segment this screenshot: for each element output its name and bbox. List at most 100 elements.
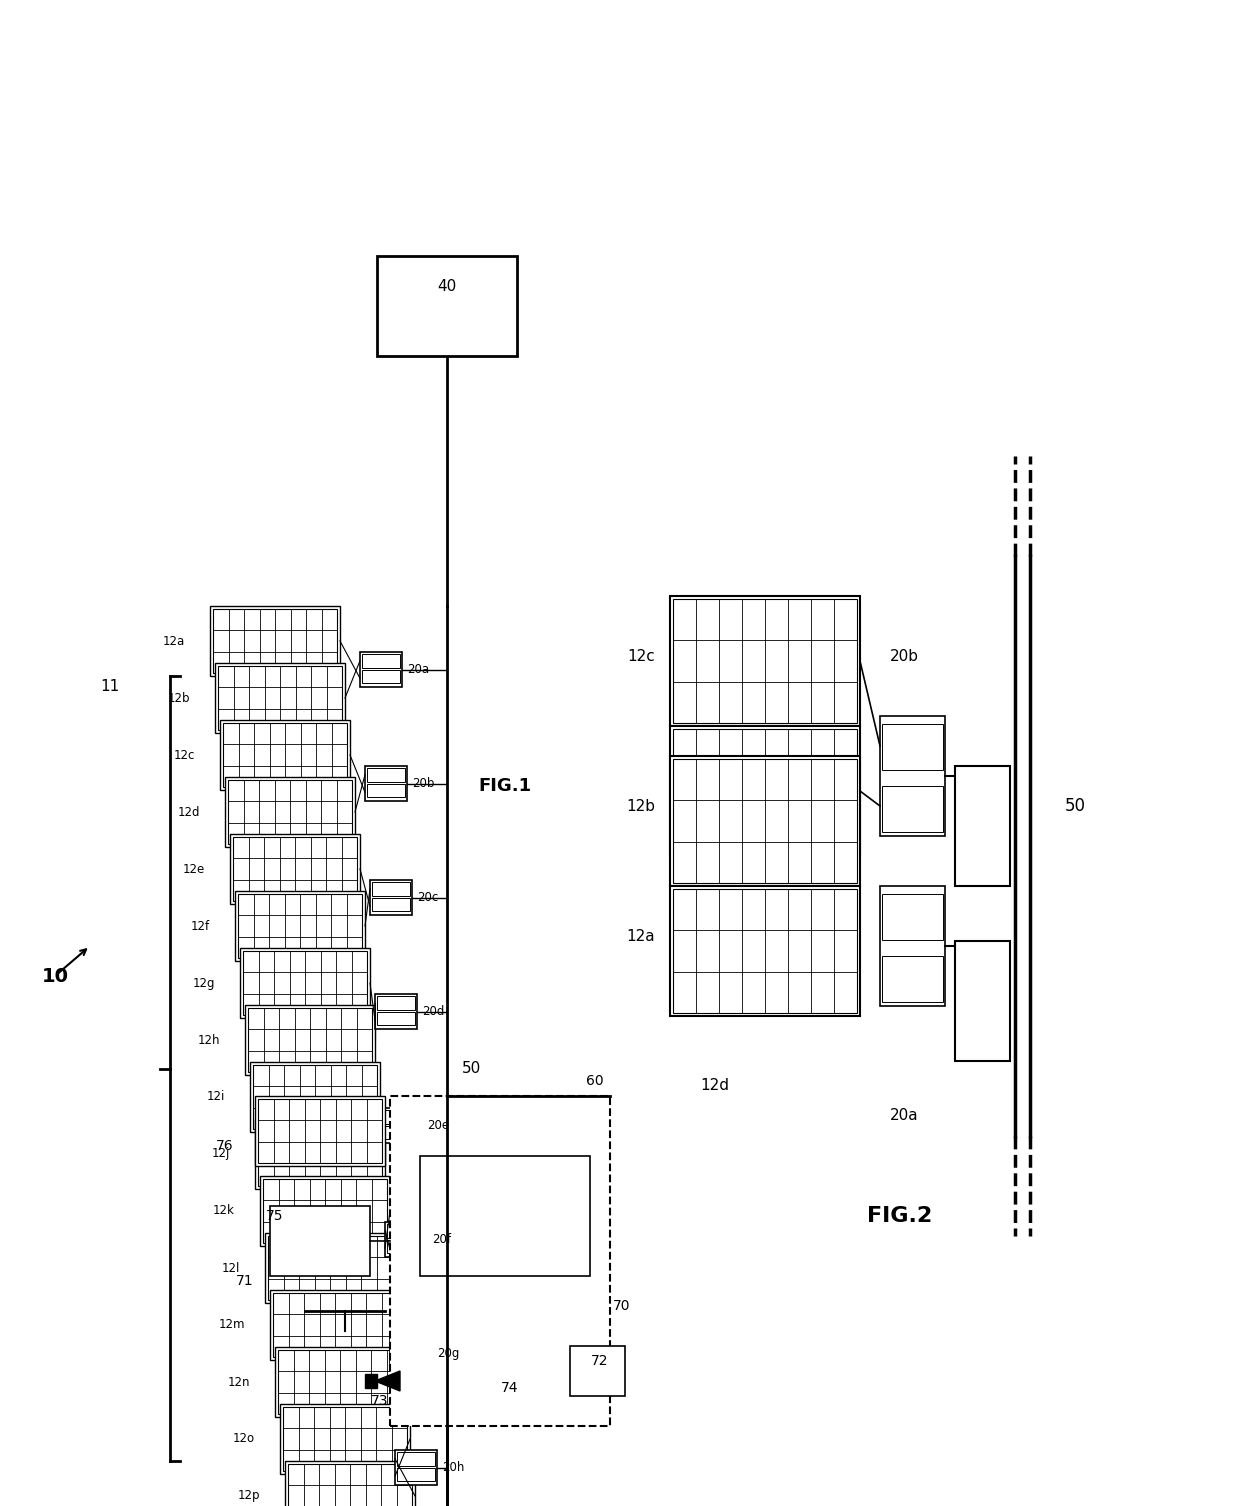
Bar: [258, 1122, 382, 1187]
Bar: [384, 1221, 427, 1258]
Bar: [392, 1354, 430, 1367]
Bar: [396, 1450, 436, 1485]
Bar: [270, 1206, 370, 1276]
Bar: [955, 767, 1011, 886]
Bar: [670, 886, 861, 1017]
Bar: [372, 883, 410, 896]
Text: 12b: 12b: [626, 798, 655, 813]
Text: FIG.1: FIG.1: [479, 777, 532, 795]
Bar: [253, 1065, 377, 1130]
Bar: [255, 1096, 384, 1166]
Bar: [955, 941, 1011, 1062]
Bar: [379, 1108, 422, 1143]
Bar: [882, 956, 942, 1001]
Bar: [391, 1096, 610, 1426]
Text: 72: 72: [591, 1354, 609, 1367]
Bar: [382, 1125, 420, 1139]
Text: 12h: 12h: [197, 1033, 219, 1047]
Bar: [241, 947, 370, 1018]
Text: 20c: 20c: [417, 892, 438, 904]
Bar: [882, 786, 942, 831]
Bar: [278, 1349, 402, 1414]
Bar: [285, 1461, 415, 1506]
Bar: [670, 726, 861, 855]
Bar: [219, 720, 350, 791]
Text: 20b: 20b: [412, 777, 434, 791]
Text: 12i: 12i: [207, 1090, 224, 1104]
Text: 75: 75: [267, 1209, 284, 1223]
Bar: [673, 599, 857, 723]
Text: 20e: 20e: [427, 1119, 449, 1133]
Bar: [387, 1224, 425, 1238]
Text: 70: 70: [614, 1300, 631, 1313]
Bar: [255, 1119, 384, 1190]
Text: 12e: 12e: [182, 863, 205, 875]
Bar: [248, 1008, 372, 1072]
Bar: [420, 1157, 590, 1276]
Text: 11: 11: [100, 679, 119, 693]
Bar: [670, 756, 861, 886]
Bar: [372, 898, 410, 911]
Bar: [377, 997, 415, 1009]
Bar: [882, 895, 942, 940]
Bar: [374, 994, 417, 1029]
Bar: [377, 256, 517, 355]
Bar: [673, 759, 857, 883]
Bar: [288, 1464, 412, 1506]
Bar: [238, 895, 362, 958]
Text: 12a: 12a: [626, 929, 655, 943]
Bar: [365, 767, 407, 801]
Text: 20d: 20d: [422, 1005, 444, 1018]
Bar: [392, 1339, 430, 1352]
Bar: [258, 1099, 382, 1163]
Bar: [387, 1239, 425, 1253]
Text: 20f: 20f: [432, 1233, 451, 1245]
Bar: [224, 777, 355, 846]
Text: 12l: 12l: [222, 1262, 241, 1274]
Text: 20b: 20b: [890, 649, 919, 664]
Bar: [218, 666, 342, 730]
Bar: [397, 1468, 435, 1480]
Bar: [880, 715, 945, 836]
Text: 60: 60: [587, 1074, 604, 1087]
Bar: [233, 837, 357, 901]
Polygon shape: [374, 1370, 401, 1392]
Bar: [210, 605, 340, 676]
Bar: [236, 892, 365, 961]
Bar: [362, 655, 401, 667]
Bar: [382, 1110, 420, 1123]
Bar: [367, 783, 405, 797]
Text: 12d: 12d: [701, 1078, 729, 1093]
Bar: [365, 1373, 377, 1389]
Bar: [215, 663, 345, 733]
Text: 20a: 20a: [407, 663, 429, 676]
Bar: [280, 1404, 410, 1474]
Text: 10: 10: [41, 967, 68, 985]
Text: 12c: 12c: [627, 649, 655, 664]
Text: 12j: 12j: [212, 1148, 229, 1161]
Bar: [283, 1407, 407, 1471]
Text: 12a: 12a: [162, 634, 185, 648]
Bar: [370, 880, 412, 916]
Text: 12b: 12b: [167, 691, 190, 705]
Text: 12d: 12d: [177, 806, 200, 818]
Bar: [250, 1062, 379, 1133]
Bar: [880, 886, 945, 1006]
Text: 76: 76: [216, 1139, 234, 1154]
Bar: [260, 1176, 391, 1245]
Bar: [268, 1236, 392, 1300]
Bar: [275, 1346, 405, 1417]
Bar: [367, 768, 405, 782]
Text: 40: 40: [438, 279, 456, 294]
Bar: [360, 652, 402, 687]
Bar: [397, 1452, 435, 1465]
Text: 50: 50: [1065, 797, 1086, 815]
Text: 20a: 20a: [890, 1108, 919, 1123]
Text: 73: 73: [371, 1395, 389, 1408]
Text: 12c: 12c: [174, 748, 195, 762]
Bar: [243, 950, 367, 1015]
Text: 12f: 12f: [191, 920, 210, 932]
Text: 71: 71: [236, 1274, 254, 1288]
Bar: [673, 729, 857, 852]
Text: 20g: 20g: [436, 1346, 459, 1360]
